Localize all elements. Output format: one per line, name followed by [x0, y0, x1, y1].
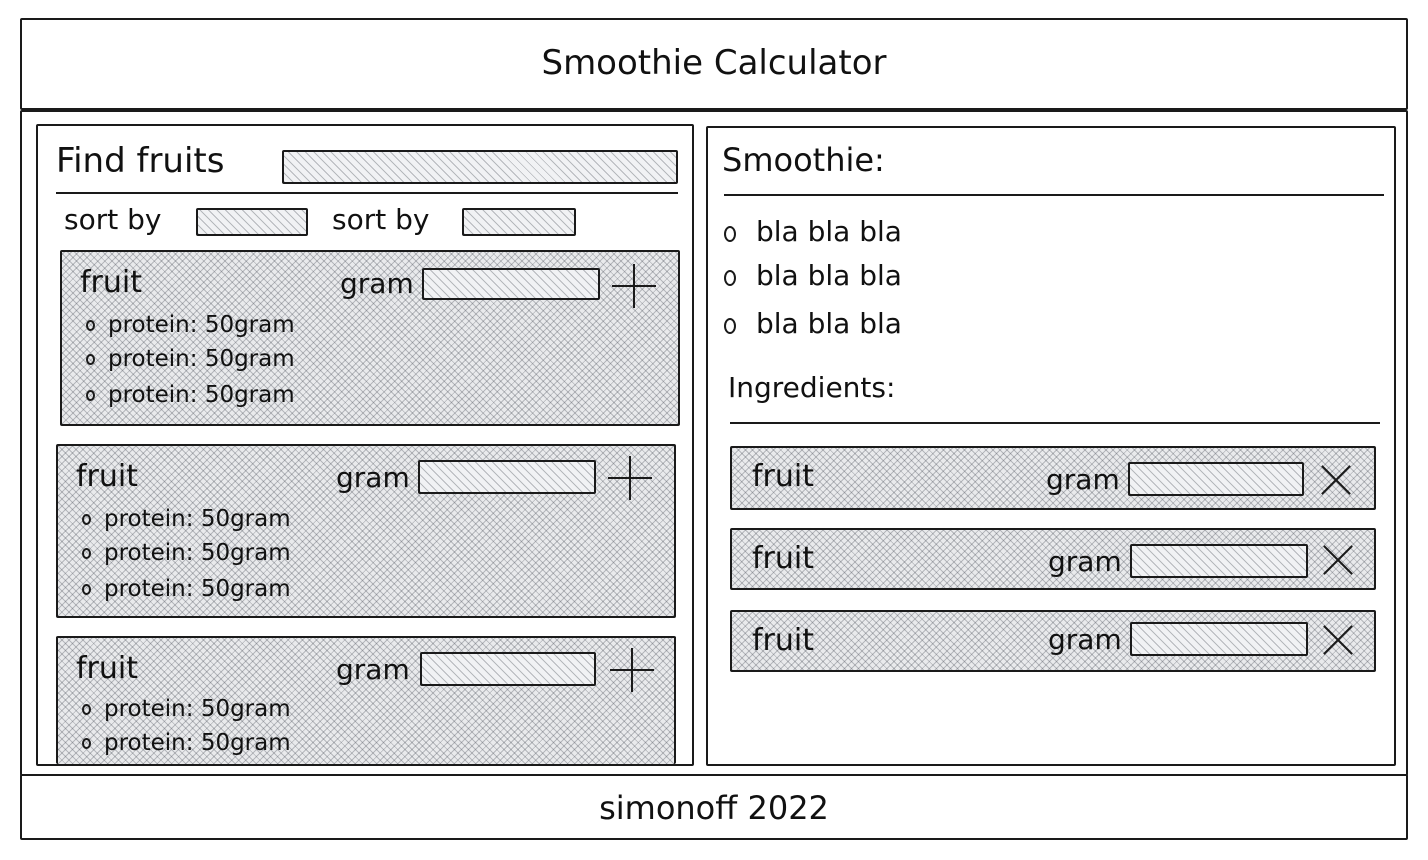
bullet-icon: [724, 270, 736, 286]
footer-text: simonoff 2022: [599, 789, 829, 827]
ingredient-name: fruit: [752, 541, 815, 576]
nutrient-text: protein: 50gram: [104, 576, 291, 602]
fruit-search-input[interactable]: [282, 150, 678, 184]
add-fruit-icon[interactable]: [608, 456, 652, 500]
sort-by-select-2[interactable]: [462, 208, 576, 236]
bullet-icon: [86, 320, 95, 331]
gram-input[interactable]: [420, 652, 596, 686]
nutrient-text: protein: 50gram: [108, 382, 295, 408]
nutrient-text: protein: 50gram: [104, 730, 291, 756]
ingredient-gram-input[interactable]: [1130, 622, 1308, 656]
bullet-icon: [724, 318, 736, 334]
ingredient-gram-input[interactable]: [1130, 544, 1308, 578]
find-fruits-label: Find fruits: [56, 141, 225, 181]
remove-ingredient-icon[interactable]: [1316, 538, 1356, 578]
smoothie-title: Smoothie:: [722, 141, 885, 179]
bullet-icon: [82, 584, 91, 595]
smoothie-divider: [724, 194, 1384, 196]
bullet-icon: [82, 704, 91, 715]
ingredient-row: [730, 528, 1376, 590]
fruit-name: fruit: [80, 265, 143, 300]
nutrient-text: protein: 50gram: [104, 696, 291, 722]
fruit-name: fruit: [76, 651, 139, 686]
ingredient-gram-input[interactable]: [1128, 462, 1304, 496]
ingredient-row: [730, 610, 1376, 672]
fruit-card: [56, 636, 676, 764]
bullet-icon: [86, 354, 95, 365]
sort-by-label-2: sort by: [332, 203, 430, 236]
remove-ingredient-icon[interactable]: [1316, 618, 1356, 658]
gram-label: gram: [340, 267, 414, 300]
bullet-icon: [82, 548, 91, 559]
smoothie-item: bla bla bla: [756, 215, 902, 248]
fruit-name: fruit: [76, 459, 139, 494]
bullet-icon: [724, 226, 736, 242]
gram-label: gram: [1046, 463, 1120, 496]
sort-by-label-1: sort by: [64, 203, 162, 236]
gram-input[interactable]: [422, 268, 600, 300]
nutrient-text: protein: 50gram: [104, 540, 291, 566]
smoothie-item: bla bla bla: [756, 307, 902, 340]
fruit-list-panel: [36, 124, 694, 766]
ingredient-name: fruit: [752, 459, 815, 494]
gram-label: gram: [336, 461, 410, 494]
ingredient-name: fruit: [752, 623, 815, 658]
bullet-icon: [82, 514, 91, 525]
gram-label: gram: [336, 653, 410, 686]
header-bar: [20, 18, 1408, 110]
bullet-icon: [82, 738, 91, 749]
add-fruit-icon[interactable]: [610, 648, 654, 692]
remove-ingredient-icon[interactable]: [1314, 458, 1354, 498]
bullet-icon: [86, 390, 95, 401]
nutrient-text: protein: 50gram: [108, 312, 295, 338]
ingredients-divider: [730, 422, 1380, 424]
smoothie-item: bla bla bla: [756, 259, 902, 292]
add-fruit-icon[interactable]: [612, 264, 656, 308]
search-divider: [56, 192, 678, 194]
page-title: Smoothie Calculator: [541, 43, 887, 83]
gram-input[interactable]: [418, 460, 596, 494]
gram-label: gram: [1048, 623, 1122, 656]
smoothie-panel: [706, 126, 1396, 766]
footer-bar: [20, 774, 1408, 840]
gram-label: gram: [1048, 545, 1122, 578]
nutrient-text: protein: 50gram: [108, 346, 295, 372]
ingredients-title: Ingredients:: [728, 371, 896, 404]
nutrient-text: protein: 50gram: [104, 506, 291, 532]
sort-by-select-1[interactable]: [196, 208, 308, 236]
